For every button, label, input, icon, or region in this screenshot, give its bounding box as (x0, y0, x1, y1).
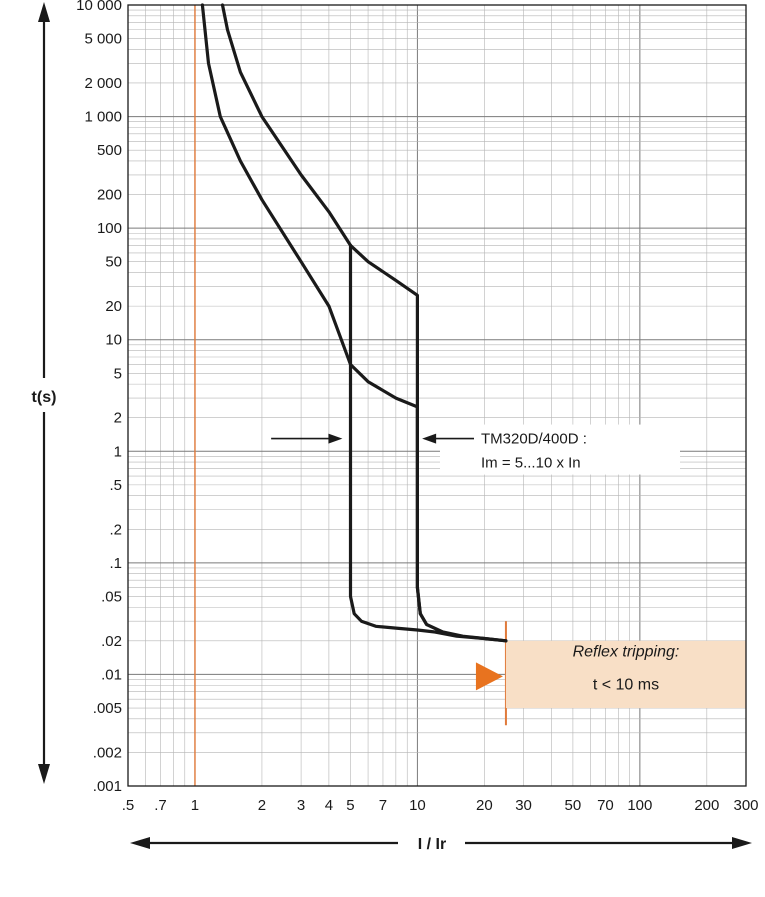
x-tick-label: 30 (515, 797, 532, 814)
y-tick-labels: 10 000 5 000 2 000 1 000 500 200 100 50 20 10 5 2 1.… (76, 0, 122, 795)
series-line-3 (348, 243, 508, 643)
x-tick-label: 300 (733, 797, 758, 814)
reflex-zone-box (505, 640, 746, 709)
annotation-label-bg (440, 424, 680, 475)
x-tick-label: 50 (565, 797, 582, 814)
arrow-to-10x-head (422, 433, 437, 444)
y-tick-label: 2 000 (84, 75, 122, 92)
y-tick-label: 200 (97, 187, 122, 204)
x-tick-label: 10 (409, 797, 426, 814)
y-axis-arrow-head-down (38, 764, 50, 784)
x-tick-label: 7 (379, 797, 387, 814)
plot-frame (127, 4, 747, 787)
y-tick-label: 500 (97, 142, 122, 159)
y-tick-label: 100 (97, 220, 122, 237)
x-axis-arrow-head-left (130, 837, 150, 849)
x-tick-label: 2 (258, 797, 266, 814)
curves (200, 3, 508, 643)
y-tick-label: .001 (93, 778, 122, 795)
y-tick-label: .2 (109, 521, 122, 538)
x-tick-label: 20 (476, 797, 493, 814)
reflex-zone (505, 640, 746, 709)
x-tick-label: .7 (154, 797, 167, 814)
x-tick-label: 4 (325, 797, 333, 814)
y-tick-label: .5 (109, 477, 122, 494)
y-tick-label: 50 (105, 254, 122, 271)
x-axis-arrow-head-right (732, 837, 752, 849)
annotation-tm-line-1: TM320D/400D : (481, 431, 587, 448)
arrow-to-5x-head (328, 433, 343, 444)
x-tick-label: 5 (346, 797, 354, 814)
annotation-tm-line-2: Im = 5...10 x In (481, 455, 581, 472)
reflex-tripping-title: Reflex tripping: (573, 643, 680, 660)
annotations: TM320D/400D : Im = 5...10 x In Reflex trip… (271, 424, 680, 694)
reflex-tripping-value: t < 10 ms (593, 677, 659, 694)
y-axis-title: t(s) (32, 389, 57, 406)
x-tick-label: .5 (122, 797, 135, 814)
y-axis-arrow-head-up (38, 2, 50, 22)
x-tick-label: 3 (297, 797, 305, 814)
y-tick-label: 5 000 (84, 31, 122, 48)
y-tick-label: 5 (114, 365, 122, 382)
y-tick-label: 2 (114, 410, 122, 427)
y-tick-label: 1 (114, 443, 122, 460)
y-tick-label: 20 (105, 298, 122, 315)
y-tick-label: .002 (93, 744, 122, 761)
y-tick-label: .005 (93, 700, 122, 717)
reflex-triangle-icon (475, 662, 503, 691)
y-tick-label: .02 (101, 633, 122, 650)
y-tick-label: 1 000 (84, 109, 122, 126)
x-tick-label: 1 (191, 797, 199, 814)
x-tick-label: 100 (627, 797, 652, 814)
x-tick-labels: .5 .7 1 2 3 4 5 7 10 20 30 50 70 100 200 300 (122, 797, 759, 814)
y-tick-label: 10 (105, 332, 122, 349)
axes-arrows: t(s) I / Ir (32, 2, 752, 853)
y-tick-label: .01 (101, 666, 122, 683)
series-line-1 (200, 3, 508, 643)
x-tick-label: 200 (694, 797, 719, 814)
y-tick-label: 10 000 (76, 0, 122, 14)
y-tick-label: .05 (101, 588, 122, 605)
x-axis-title: I / Ir (418, 836, 446, 853)
y-tick-label: .1 (109, 555, 122, 572)
x-tick-label: 70 (597, 797, 614, 814)
